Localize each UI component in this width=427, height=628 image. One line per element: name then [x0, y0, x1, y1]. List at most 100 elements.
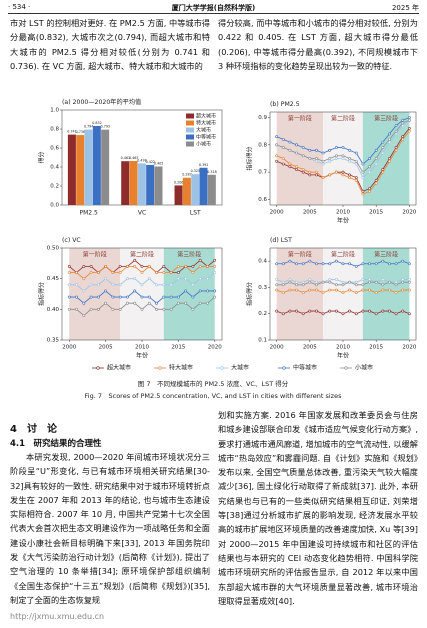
x-tick-label: 2005 [99, 345, 113, 351]
point [111, 307, 115, 311]
point [184, 301, 188, 305]
point [75, 283, 78, 287]
point [82, 264, 86, 268]
point [341, 280, 345, 284]
point [407, 312, 411, 316]
point [281, 162, 285, 166]
point [281, 137, 285, 141]
y-tick-label: 0.7 [258, 170, 267, 176]
point [82, 301, 86, 305]
point [368, 165, 371, 169]
point [184, 277, 188, 281]
point [394, 262, 398, 266]
point [96, 295, 100, 299]
point [368, 278, 371, 281]
point [407, 278, 411, 281]
point [328, 278, 332, 281]
bar [101, 129, 110, 205]
point [308, 148, 312, 152]
point [348, 176, 352, 180]
point [295, 280, 298, 284]
point [140, 271, 144, 274]
point [348, 157, 352, 160]
point [308, 157, 312, 160]
legend-label: 超大城市 [107, 364, 131, 372]
point [361, 176, 365, 180]
point [104, 277, 108, 281]
point [140, 307, 144, 311]
y-tick-label: 0.8 [50, 127, 59, 133]
point [104, 264, 108, 268]
point [275, 309, 279, 313]
value-label: 0.794 [84, 125, 93, 129]
point [89, 307, 93, 311]
point [368, 189, 371, 193]
point [288, 165, 292, 169]
point [295, 309, 298, 313]
point [381, 140, 385, 144]
stage-label: 第三阶段 [374, 251, 398, 259]
point [295, 143, 298, 147]
bar [92, 125, 101, 205]
point [89, 271, 93, 274]
point [328, 280, 332, 284]
x-tick-label: 2005 [303, 210, 317, 216]
bar [129, 161, 138, 205]
point [374, 312, 378, 316]
point [301, 291, 305, 295]
point [295, 262, 298, 266]
point [315, 283, 318, 287]
point [281, 280, 285, 284]
header-rule [8, 13, 419, 14]
y-tick-label: 0.2 [50, 184, 59, 190]
point [401, 135, 405, 139]
point [361, 309, 365, 313]
bar [76, 135, 85, 205]
point [321, 159, 325, 163]
point [354, 151, 358, 155]
point [341, 291, 345, 295]
point [334, 288, 338, 292]
point [401, 137, 405, 141]
point [308, 309, 312, 313]
point [162, 295, 166, 299]
point [407, 262, 411, 266]
point [315, 157, 318, 160]
point [394, 312, 398, 316]
point [133, 289, 137, 293]
x-tick-label: 2010 [336, 210, 350, 216]
point [354, 280, 358, 284]
point [354, 162, 358, 166]
legend-label: 大城市 [231, 364, 249, 372]
point [315, 148, 318, 152]
point [126, 264, 129, 268]
point [341, 154, 345, 158]
point [140, 295, 144, 299]
point [348, 262, 352, 266]
point [213, 295, 217, 299]
point [184, 264, 188, 268]
point [96, 307, 100, 311]
point [328, 157, 332, 160]
page-number: · 534 · [8, 3, 31, 11]
point [82, 289, 86, 293]
bar [182, 177, 191, 205]
point [67, 283, 71, 287]
point [341, 146, 345, 149]
point [354, 283, 358, 287]
y-tick-label: 1.0 [50, 108, 59, 114]
y-tick-label: 0.1 [258, 338, 267, 344]
point [381, 151, 385, 155]
point [315, 170, 318, 174]
point [89, 295, 93, 299]
point [288, 280, 292, 284]
point [348, 173, 352, 177]
point [328, 262, 332, 266]
point [334, 259, 338, 263]
point [334, 309, 338, 313]
legend-marker [220, 366, 224, 370]
value-label: 0.206 [174, 180, 183, 184]
point [295, 165, 298, 169]
point [288, 140, 292, 144]
